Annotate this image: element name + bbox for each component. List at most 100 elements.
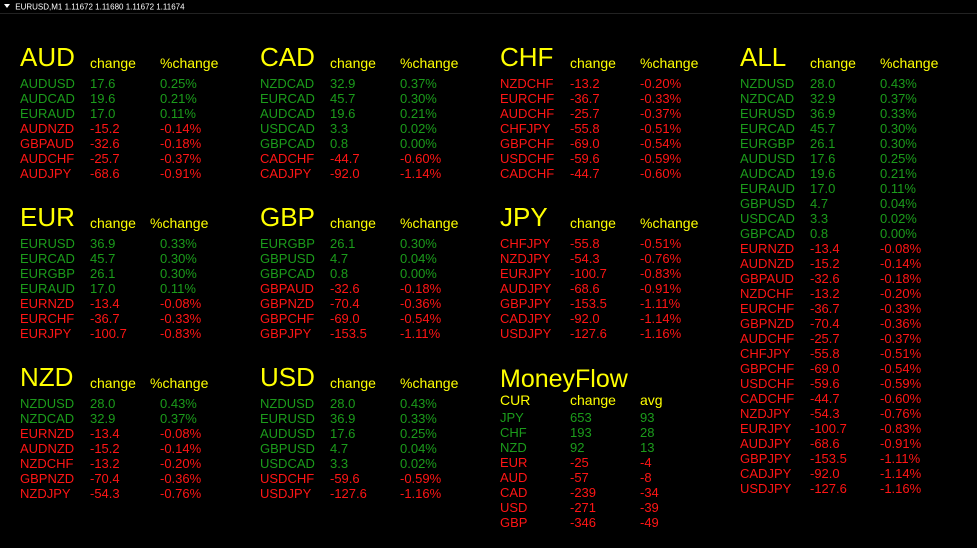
pair-symbol: USDJPY [740,481,792,496]
pair-pct-change: -0.91% [160,166,202,181]
pair-pct-change: 0.37% [400,76,437,91]
pair-pct-change: -0.76% [640,251,682,266]
pair-change: -59.6 [570,151,600,166]
pair-change: -36.7 [570,91,600,106]
pair-pct-change: -0.60% [400,151,442,166]
pair-change: 36.9 [330,411,356,426]
pair-change: -153.5 [810,451,847,466]
moneyflow-change: 193 [570,425,592,440]
pair-pct-change: -0.51% [640,121,682,136]
pair-symbol: GBPNZD [740,316,795,331]
pair-change: 26.1 [90,266,116,281]
pair-row: EURNZD -13.4 -0.08% [20,426,260,441]
pair-pct-change: -0.83% [880,421,922,436]
pair-change: -36.7 [90,311,120,326]
pair-row: GBPJPY -153.5 -1.11% [740,451,977,466]
pair-change: -70.4 [330,296,360,311]
pair-change: 4.7 [810,196,829,211]
pair-change: -68.6 [90,166,120,181]
pair-change: -15.2 [810,256,840,271]
pair-symbol: EURCHF [740,301,795,316]
chart-title-bar[interactable]: EURUSD,M1 1.11672 1.11680 1.11672 1.1167… [0,0,977,14]
pair-pct-change: -0.91% [880,436,922,451]
pair-change: 0.8 [330,136,349,151]
currency-title: CAD [260,42,315,72]
pair-symbol: USDCHF [260,471,315,486]
pair-row: EURCAD 45.7 0.30% [740,121,977,136]
pair-row: CHFJPY -55.8 -0.51% [500,236,740,251]
chevron-down-icon[interactable] [4,4,10,9]
moneyflow-avg: -4 [640,455,652,470]
currency-title: USD [260,362,315,392]
pair-change: 45.7 [330,91,356,106]
pair-change: -69.0 [810,361,840,376]
pair-symbol: NZDJPY [20,486,71,501]
pair-row: CADJPY -92.0 -1.14% [260,166,500,181]
pair-row: CHFJPY -55.8 -0.51% [500,121,740,136]
pair-pct-change: 0.33% [400,411,437,426]
pair-pct-change: 0.25% [880,151,917,166]
header-pct-change: %change [400,375,459,391]
pair-symbol: AUDCAD [740,166,795,181]
pair-symbol: EURJPY [20,326,72,341]
panel-header: CAD change %change [260,42,500,76]
pair-row: NZDCHF -13.2 -0.20% [740,286,977,301]
moneyflow-change: 92 [570,440,585,455]
pair-change: 36.9 [90,236,116,251]
pair-row: EURJPY -100.7 -0.83% [740,421,977,436]
pair-pct-change: -1.16% [400,486,442,501]
pair-symbol: CHFJPY [500,121,551,136]
pair-row: EURGBP 26.1 0.30% [20,266,260,281]
pair-pct-change: -0.76% [160,486,202,501]
pair-pct-change: 0.43% [880,76,917,91]
pair-pct-change: -0.76% [880,406,922,421]
pair-pct-change: -1.11% [880,451,921,466]
pair-symbol: USDCAD [260,456,315,471]
pair-symbol: EURGBP [20,266,75,281]
pair-change: -68.6 [810,436,840,451]
pair-symbol: AUDJPY [500,281,552,296]
pair-symbol: AUDUSD [740,151,795,166]
pair-pct-change: -1.16% [880,481,922,496]
pair-row: AUDUSD 17.6 0.25% [260,426,500,441]
pair-symbol: EURUSD [260,411,315,426]
moneyflow-row: EUR -25 -4 [500,455,700,470]
pair-symbol: EURNZD [740,241,795,256]
pair-row: AUDCHF -25.7 -0.37% [20,151,260,166]
pair-pct-change: -0.14% [160,121,202,136]
pair-pct-change: 0.11% [880,181,916,196]
pair-pct-change: -0.91% [640,281,682,296]
pair-change: 32.9 [810,91,836,106]
pair-pct-change: -0.20% [160,456,202,471]
pair-row: EURNZD -13.4 -0.08% [20,296,260,311]
pair-pct-change: -0.59% [400,471,442,486]
pair-change: -32.6 [810,271,840,286]
pair-pct-change: -1.11% [640,296,681,311]
pair-row: EURAUD 17.0 0.11% [20,281,260,296]
pair-change: -13.4 [90,296,120,311]
pair-change: -44.7 [570,166,600,181]
pair-symbol: EURCAD [260,91,315,106]
pair-pct-change: -0.37% [160,151,202,166]
pair-row: EURUSD 36.9 0.33% [260,411,500,426]
pair-symbol: AUDNZD [20,441,75,456]
pair-pct-change: -0.83% [640,266,682,281]
pair-symbol: AUDCAD [260,106,315,121]
header-change: change [570,215,616,231]
moneyflow-currency: AUD [500,470,528,485]
pair-change: 17.6 [810,151,836,166]
pair-row: EURGBP 26.1 0.30% [260,236,500,251]
pair-pct-change: 0.30% [400,91,437,106]
pair-rows: NZDCAD 32.9 0.37% EURCAD 45.7 0.30% AUDCAD 19.6… [260,76,500,181]
pair-change: -70.4 [90,471,120,486]
pair-change: 28.0 [330,396,356,411]
pair-pct-change: 0.02% [400,121,437,136]
pair-pct-change: 0.02% [400,456,437,471]
moneyflow-change: -346 [570,515,597,530]
pair-change: 32.9 [330,76,356,91]
pair-pct-change: 0.43% [160,396,197,411]
pair-change: -100.7 [570,266,607,281]
pair-pct-change: 0.00% [400,136,437,151]
pair-symbol: GBPUSD [260,251,315,266]
pair-change: -32.6 [330,281,360,296]
